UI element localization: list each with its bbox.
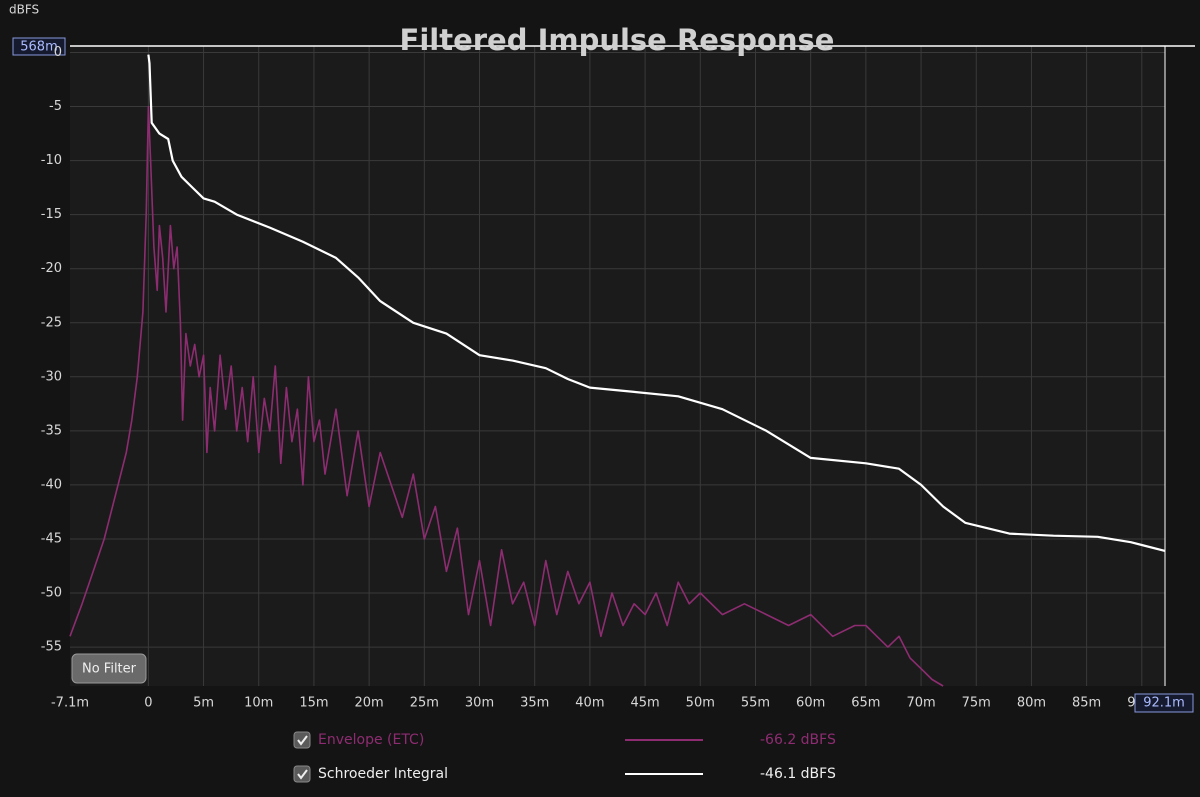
y-tick-label: -45 [41,531,62,546]
chart-title: Filtered Impulse Response [400,23,835,57]
x-tick-label: 70m [906,696,935,711]
y-tick-label: -15 [41,207,62,222]
x-tick-label: 50m [686,696,715,711]
x-tick-label: 5m [193,696,214,711]
x-tick-label: 80m [1017,696,1046,711]
plot-area [70,46,1165,686]
x-tick-label: 15m [299,696,328,711]
series-line [69,105,944,687]
y-tick-label: 0 [54,45,62,60]
x-tick-label: 65m [851,696,880,711]
x-tick-label: 55m [741,696,770,711]
y-tick-label: -50 [41,586,62,601]
legend: Envelope (ETC) -66.2 dBFS Schroeder Integr… [293,731,836,783]
y-tick-label: -35 [41,423,62,438]
x-tick-label: 92.1m [1143,696,1185,711]
legend-label: Schroeder Integral [318,766,448,782]
x-tick-label: 85m [1072,696,1101,711]
legend-checkbox[interactable] [293,765,311,783]
x-tick-label: 0 [144,696,152,711]
x-tick-label: 30m [465,696,494,711]
x-tick-label: 25m [410,696,439,711]
x-tick-label: 20m [355,696,384,711]
x-tick-label: 45m [630,696,659,711]
checkmark [297,735,308,746]
y-top-readout: 568m [20,40,57,55]
x-tick-label: -7.1m [51,696,89,711]
checkmark [297,769,308,780]
legend-label: Envelope (ETC) [318,732,424,748]
no-filter-button[interactable] [71,653,147,684]
no-filter-label[interactable]: No Filter [82,662,137,677]
legend-checkbox[interactable] [293,731,311,749]
x-tick-label: 35m [520,696,549,711]
readout-box [12,37,66,56]
y-tick-label: -25 [41,315,62,330]
x-readout-box [1134,693,1194,713]
y-tick-label: -10 [41,153,62,168]
ticks: 0 -5 -10 -15 -20 -25 -30 -35 -40 -45 -50 -55 -7.1m 0 5… [41,45,1194,713]
y-axis-label: dBFS [9,3,39,17]
x-tick-label: 75m [962,696,991,711]
grid [70,46,1165,686]
legend-readout: -46.1 dBFS [760,766,836,782]
series-line [147,54,1166,552]
x-tick-label: 10m [244,696,273,711]
x-tick-label: 60m [796,696,825,711]
y-tick-label: -30 [41,369,62,384]
x-tick-label: 40m [575,696,604,711]
y-tick-label: -5 [49,99,62,114]
legend-readout: -66.2 dBFS [760,732,836,748]
lines [69,54,1166,687]
y-tick-label: -20 [41,261,62,276]
y-tick-label: -40 [41,477,62,492]
y-tick-label: -55 [41,640,62,655]
